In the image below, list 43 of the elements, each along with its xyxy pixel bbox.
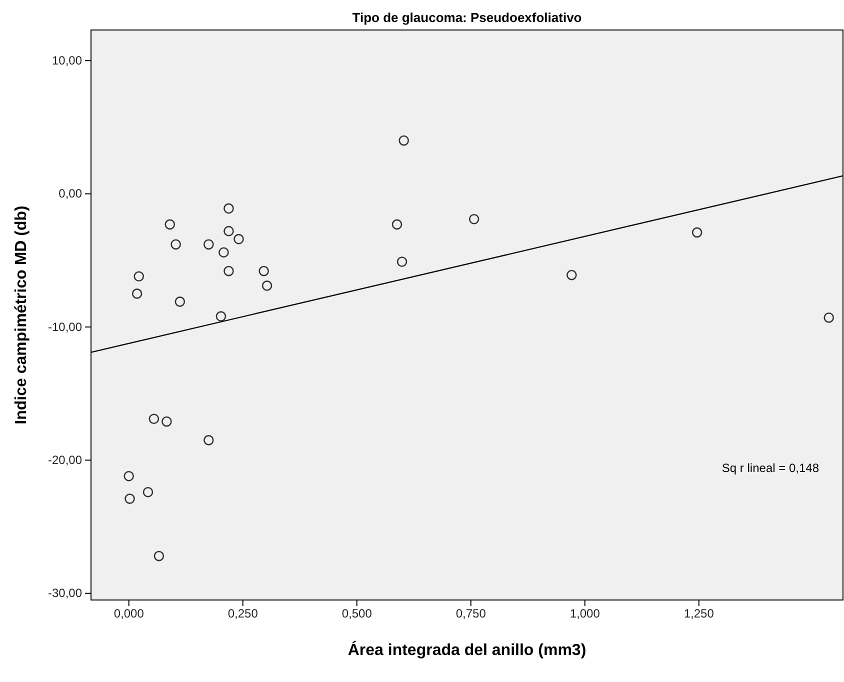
point (164, 219, 176, 230)
y-axis-title: Indice campimétrico MD (db) (13, 206, 30, 424)
point (132, 288, 142, 299)
y-tick-label: 0,00 (58, 186, 82, 201)
point (566, 270, 577, 280)
point (224, 203, 234, 214)
x-axis-title: Área integrada del anillo (mm3) (348, 640, 586, 659)
point (468, 214, 480, 224)
point (824, 312, 834, 323)
point (203, 435, 214, 446)
point (398, 135, 410, 146)
point (134, 271, 144, 282)
point (234, 234, 244, 244)
x-tick-label: 0,750 (456, 606, 486, 621)
x-tick-label: 0,000 (114, 606, 144, 621)
y-tick-label: -20,00 (48, 453, 82, 468)
point (162, 416, 172, 427)
point (224, 226, 234, 236)
point (262, 280, 272, 291)
chart-title: Tipo de glaucoma: Pseudoexfoliativo (352, 10, 582, 25)
x-tick-label: 1,000 (570, 606, 600, 621)
y-tick-label: -10,00 (48, 320, 82, 334)
point (142, 486, 154, 498)
point (692, 227, 702, 238)
point (224, 266, 234, 276)
point (174, 296, 186, 307)
point (203, 239, 214, 250)
x-tick-label: 0,250 (228, 606, 258, 621)
point (170, 239, 181, 250)
point (154, 550, 164, 562)
point (258, 266, 269, 276)
annotation: Sq r lineal = 0,148 (722, 461, 820, 475)
y-tick-label: 10,00 (52, 53, 82, 68)
point (396, 256, 408, 267)
point (218, 247, 229, 258)
point (124, 494, 135, 504)
point (148, 414, 160, 424)
point (216, 311, 226, 322)
point (124, 470, 134, 482)
y-tick-label: -30,00 (48, 586, 82, 600)
x-tick-label: 1,250 (684, 606, 714, 621)
point (392, 219, 402, 230)
x-tick-label: 0,500 (342, 606, 372, 621)
